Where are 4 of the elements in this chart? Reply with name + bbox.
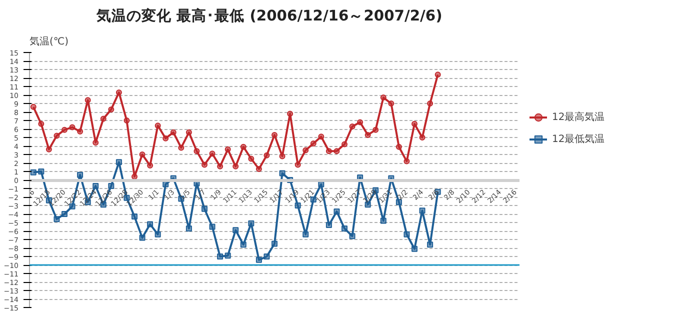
y-axis-title: 気温(℃)	[30, 36, 69, 48]
chart-title: 気温の変化 最高･最低 (2006/12/16～2007/2/6)	[96, 6, 442, 24]
legend-label: 12最低気温	[552, 132, 605, 146]
legend-label: 12最高気温	[552, 110, 605, 124]
